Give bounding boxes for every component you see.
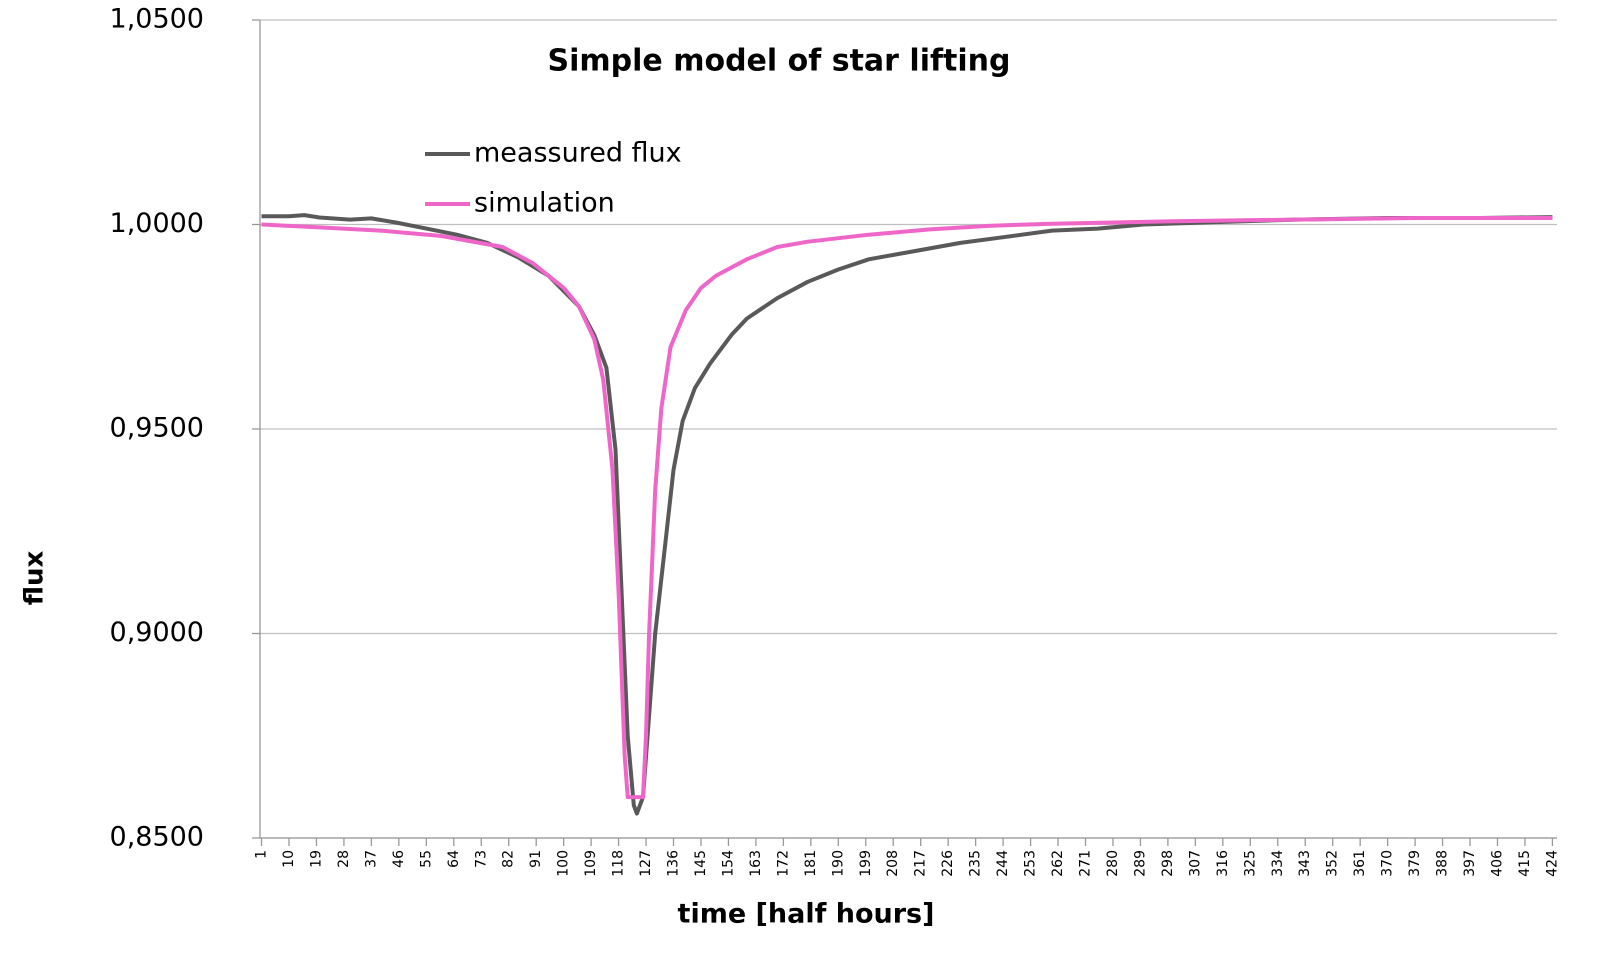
x-tick-label: 370 (1380, 850, 1396, 877)
x-tick-label: 271 (1078, 850, 1094, 877)
legend-label: simulation (474, 188, 615, 219)
x-tick-label: 127 (638, 850, 654, 877)
x-tick-label: 109 (583, 850, 599, 877)
x-tick-label: 334 (1270, 850, 1286, 877)
series-line (261, 216, 1553, 800)
x-tick-label: 280 (1105, 850, 1121, 877)
x-tick-label: 55 (418, 850, 434, 868)
y-axis-label: flux (20, 551, 50, 606)
x-tick-label: 28 (336, 850, 352, 868)
x-tick-label: 262 (1050, 850, 1066, 877)
x-tick-label: 10 (281, 850, 297, 868)
x-tick-label: 424 (1544, 850, 1560, 877)
x-tick-label: 118 (611, 850, 627, 877)
y-tick-label: 1,0500 (110, 4, 204, 35)
y-tick-label: 0,8500 (110, 822, 204, 853)
x-tick-label: 37 (363, 850, 379, 868)
x-tick-label: 163 (748, 850, 764, 877)
x-tick-label: 172 (775, 850, 791, 877)
x-tick-label: 352 (1325, 850, 1341, 877)
x-tick-label: 388 (1435, 850, 1451, 877)
x-tick-label: 379 (1407, 850, 1423, 877)
x-tick-label: 235 (968, 850, 984, 877)
x-tick-label: 343 (1297, 850, 1313, 877)
x-tick-label: 199 (858, 850, 874, 877)
x-tick-label: 307 (1187, 850, 1203, 877)
y-tick-label: 0,9000 (110, 617, 204, 648)
x-tick-label: 82 (501, 850, 517, 868)
x-tick-label: 145 (693, 850, 709, 877)
y-tick-label: 1,0000 (110, 208, 204, 239)
x-tick-label: 289 (1132, 850, 1148, 877)
chart-title: Simple model of star lifting (548, 44, 1011, 79)
series-line (261, 213, 1553, 816)
x-tick-label: 253 (1023, 850, 1039, 877)
x-tick-label: 316 (1215, 850, 1231, 877)
x-tick-label: 217 (913, 850, 929, 877)
x-axis-label: time [half hours] (678, 899, 935, 930)
x-tick-label: 64 (446, 850, 462, 868)
x-tick-label: 208 (885, 850, 901, 877)
x-tick-label: 136 (666, 850, 682, 877)
x-tick-label: 325 (1242, 850, 1258, 877)
x-tick-label: 154 (720, 850, 736, 877)
x-tick-label: 226 (940, 850, 956, 877)
x-tick-label: 46 (391, 850, 407, 868)
x-tick-label: 415 (1517, 850, 1533, 877)
x-tick-label: 100 (556, 850, 572, 877)
y-tick-label: 0,9500 (110, 413, 204, 444)
x-tick-label: 181 (803, 850, 819, 877)
x-tick-label: 298 (1160, 850, 1176, 877)
x-tick-label: 361 (1352, 850, 1368, 877)
x-tick-label: 406 (1489, 850, 1505, 877)
x-tick-label: 19 (308, 850, 324, 868)
x-tick-label: 190 (830, 850, 846, 877)
x-tick-label: 397 (1462, 850, 1478, 877)
x-tick-label: 244 (995, 850, 1011, 877)
legend-label: meassured flux (474, 138, 682, 169)
x-tick-label: 73 (473, 850, 489, 868)
x-tick-label: 1 (254, 850, 270, 859)
x-tick-label: 91 (528, 850, 544, 868)
